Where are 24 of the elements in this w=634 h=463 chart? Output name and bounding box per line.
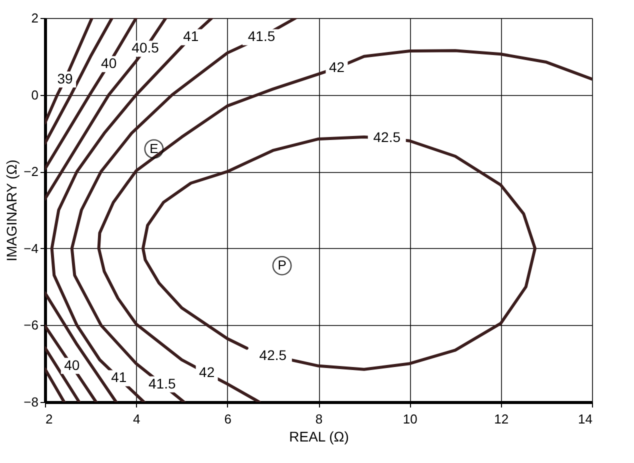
x-tick-label: 8 xyxy=(315,412,323,426)
y-axis-title: IMAGINARY (Ω) xyxy=(4,160,20,262)
annotation: 40 xyxy=(64,356,80,373)
x-tick-label: 10 xyxy=(402,412,418,426)
y-tick-label: 0 xyxy=(31,87,38,102)
annotation: 41 xyxy=(111,369,127,386)
y-tick-label: 2 xyxy=(31,10,38,26)
x-axis-title: REAL (Ω) xyxy=(289,428,349,444)
annotation: 40 xyxy=(101,55,117,72)
y-tick-label: −6 xyxy=(24,318,38,333)
annotation: 41 xyxy=(183,28,199,44)
x-tick-label: 4 xyxy=(133,412,140,426)
series-label: E xyxy=(150,140,159,156)
x-tick-label: 12 xyxy=(494,412,509,426)
x-tick-label: 6 xyxy=(224,412,232,426)
annotation: 42 xyxy=(199,364,215,380)
x-tick-label: 2 xyxy=(46,412,53,426)
x-tick-label: 14 xyxy=(578,412,592,426)
annotation: 42 xyxy=(328,58,345,75)
series-label: P xyxy=(278,258,286,273)
y-tick-label: −4 xyxy=(24,240,38,256)
y-tick-label: −8 xyxy=(24,394,38,410)
y-tick-label: −2 xyxy=(24,164,38,180)
annotation: 39 xyxy=(57,70,74,86)
